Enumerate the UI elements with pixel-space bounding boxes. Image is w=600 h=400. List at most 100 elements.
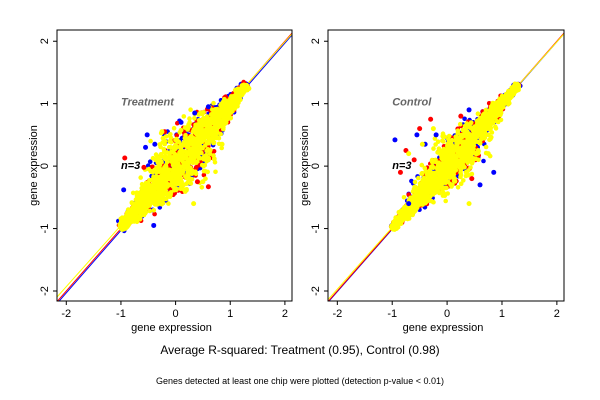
data-point bbox=[228, 115, 234, 121]
data-point bbox=[232, 103, 237, 108]
data-point bbox=[199, 185, 205, 190]
data-point bbox=[466, 144, 471, 150]
outlier-point bbox=[205, 184, 211, 190]
data-point bbox=[208, 119, 214, 125]
data-point bbox=[433, 185, 438, 191]
data-point bbox=[221, 99, 226, 105]
data-point bbox=[396, 209, 402, 215]
data-point bbox=[182, 165, 188, 170]
y-tick-label: 0 bbox=[310, 163, 322, 169]
data-point bbox=[168, 132, 173, 137]
data-point bbox=[138, 190, 143, 195]
data-point bbox=[210, 134, 216, 140]
outlier-point bbox=[430, 126, 436, 132]
data-point bbox=[158, 186, 163, 192]
data-point bbox=[476, 157, 481, 163]
data-point bbox=[173, 186, 179, 191]
data-point bbox=[172, 157, 178, 163]
data-point bbox=[475, 111, 481, 116]
data-point bbox=[494, 118, 500, 124]
outlier-point bbox=[205, 104, 211, 110]
data-point bbox=[139, 198, 144, 203]
outlier-point bbox=[191, 201, 197, 207]
data-point bbox=[175, 120, 180, 126]
data-point bbox=[196, 137, 202, 143]
data-point bbox=[483, 144, 489, 150]
data-point bbox=[470, 158, 476, 164]
data-point bbox=[494, 100, 499, 105]
data-point bbox=[440, 138, 445, 143]
data-point bbox=[201, 129, 207, 135]
data-point bbox=[168, 140, 174, 145]
data-point bbox=[454, 142, 460, 148]
data-point bbox=[142, 182, 147, 188]
footnote: Genes detected at least one chip were pl… bbox=[156, 376, 444, 386]
data-point bbox=[150, 190, 155, 195]
data-point bbox=[172, 162, 178, 167]
data-point bbox=[145, 163, 151, 168]
data-point bbox=[187, 116, 192, 121]
data-point bbox=[125, 223, 131, 229]
data-point bbox=[239, 83, 245, 88]
series-2 bbox=[117, 82, 252, 232]
x-tick-label: -2 bbox=[332, 308, 342, 320]
data-point bbox=[406, 216, 412, 221]
data-point bbox=[466, 150, 472, 155]
data-point bbox=[186, 169, 192, 175]
y-tick-label: 2 bbox=[39, 38, 51, 44]
data-point bbox=[493, 126, 499, 131]
data-point bbox=[146, 181, 151, 187]
plot-region bbox=[328, 32, 564, 301]
caption: Average R-squared: Treatment (0.95), Con… bbox=[160, 343, 440, 357]
data-point bbox=[429, 159, 435, 165]
data-point bbox=[478, 121, 484, 126]
data-point bbox=[207, 151, 213, 156]
data-point bbox=[139, 205, 144, 210]
data-point bbox=[162, 138, 168, 144]
outlier-point bbox=[192, 110, 198, 116]
outlier-point bbox=[397, 169, 403, 175]
data-point bbox=[503, 97, 509, 103]
data-point bbox=[446, 166, 452, 171]
data-point bbox=[154, 165, 159, 170]
data-point bbox=[465, 135, 470, 140]
data-point bbox=[198, 110, 203, 115]
data-point bbox=[233, 94, 239, 100]
data-point bbox=[484, 116, 490, 122]
y-axis-label: gene expression bbox=[28, 125, 40, 206]
data-point bbox=[464, 121, 470, 126]
data-point bbox=[179, 148, 184, 153]
data-point bbox=[157, 193, 163, 199]
data-point bbox=[453, 168, 459, 173]
data-point bbox=[194, 152, 199, 157]
data-point bbox=[457, 121, 463, 127]
x-tick-label: -1 bbox=[387, 308, 397, 320]
data-point bbox=[191, 144, 196, 150]
outlier-point bbox=[466, 201, 472, 207]
data-point bbox=[498, 117, 504, 123]
data-point bbox=[174, 133, 180, 138]
data-point bbox=[224, 110, 230, 115]
data-point bbox=[469, 171, 475, 177]
data-point bbox=[419, 170, 425, 176]
data-point bbox=[477, 140, 483, 146]
data-point bbox=[432, 136, 438, 141]
data-point bbox=[171, 125, 177, 131]
data-point bbox=[468, 132, 474, 138]
data-point bbox=[174, 136, 179, 142]
data-point bbox=[440, 153, 445, 159]
data-point bbox=[168, 144, 173, 150]
data-point bbox=[147, 159, 153, 164]
data-point bbox=[151, 208, 157, 213]
data-point bbox=[167, 173, 172, 179]
outlier-point bbox=[122, 155, 128, 161]
data-point bbox=[163, 165, 169, 170]
data-point bbox=[422, 183, 428, 188]
data-point bbox=[471, 140, 477, 145]
plot-frame bbox=[56, 29, 293, 302]
data-point bbox=[188, 181, 194, 186]
outlier-point bbox=[200, 179, 206, 185]
data-point bbox=[442, 174, 447, 179]
y-tick-label: -2 bbox=[39, 286, 51, 296]
x-axis-label: gene expression bbox=[131, 322, 212, 334]
